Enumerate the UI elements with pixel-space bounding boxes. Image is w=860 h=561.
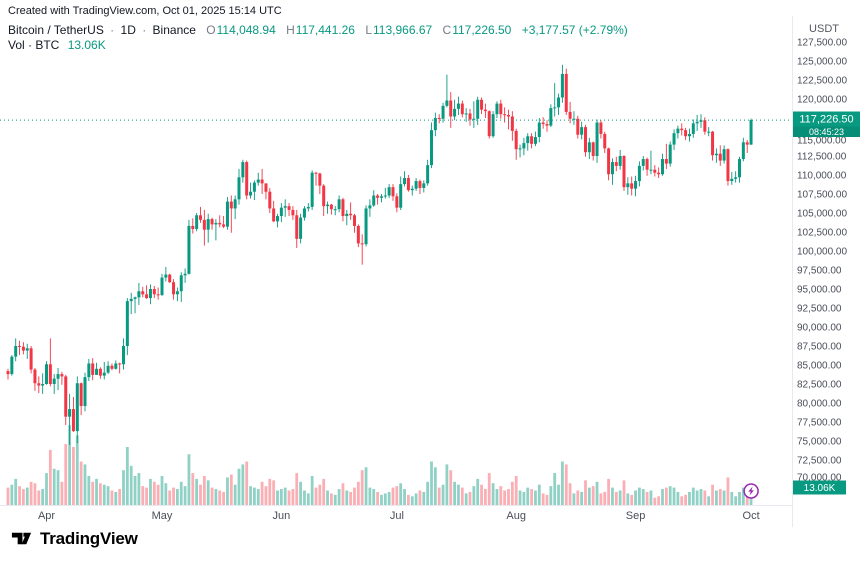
volume-value: 13.06K bbox=[67, 38, 106, 52]
price-tick-label: 102,500.00 bbox=[797, 228, 847, 239]
symbol-interval[interactable]: 1D bbox=[120, 23, 136, 37]
time-tick-label: Jul bbox=[390, 510, 404, 522]
symbol-legend: Bitcoin / TetherUS · 1D · Binance O114,0… bbox=[8, 23, 628, 37]
time-tick-label: May bbox=[152, 510, 173, 522]
volume-badge: 13.06K bbox=[793, 480, 846, 495]
price-tick-label: 82,500.00 bbox=[797, 380, 842, 391]
tradingview-logo-icon[interactable] bbox=[10, 527, 33, 550]
bar-countdown: 08:45:23 bbox=[809, 127, 844, 137]
attribution-text: Created with TradingView.com, Oct 01, 20… bbox=[8, 5, 282, 17]
price-tick-label: 77,500.00 bbox=[797, 418, 842, 429]
price-tick-label: 120,000.00 bbox=[797, 95, 847, 106]
price-tick-label: 95,000.00 bbox=[797, 285, 842, 296]
price-tick-label: 110,000.00 bbox=[797, 171, 847, 182]
close-label: C bbox=[442, 23, 452, 37]
price-tick-label: 75,000.00 bbox=[797, 437, 842, 448]
price-tick-label: 100,000.00 bbox=[797, 247, 847, 258]
price-tick-label: 85,000.00 bbox=[797, 361, 842, 372]
price-tick-label: 125,000.00 bbox=[797, 57, 847, 68]
price-axis[interactable]: 127,500.00 125,000.00 122,500.00 120,000.00… bbox=[797, 38, 847, 484]
last-price-value: 117,226.50 bbox=[799, 114, 853, 126]
price-tick-label: 112,500.00 bbox=[797, 152, 847, 163]
open-label: O bbox=[206, 23, 216, 37]
high-value: 117,441.26 bbox=[295, 23, 355, 37]
close-value: 117,226.50 bbox=[452, 23, 512, 37]
price-tick-label: 107,500.00 bbox=[797, 190, 847, 201]
open-value: 114,048.94 bbox=[216, 23, 276, 37]
time-tick-label: Aug bbox=[506, 510, 526, 522]
volume-badge-value: 13.06K bbox=[804, 483, 836, 494]
footer-branding[interactable]: TradingView bbox=[10, 527, 138, 550]
price-tick-label: 80,000.00 bbox=[797, 399, 842, 410]
volume-legend: Vol · BTC 13.06K bbox=[8, 38, 106, 52]
time-axis[interactable]: Apr May Jun Jul Aug Sep Oct bbox=[38, 510, 760, 522]
low-label: L bbox=[365, 23, 372, 37]
price-tick-label: 97,500.00 bbox=[797, 266, 842, 277]
price-tick-label: 92,500.00 bbox=[797, 304, 842, 315]
currency-label[interactable]: USDT bbox=[809, 23, 839, 35]
brand-wordmark[interactable]: TradingView bbox=[40, 528, 138, 548]
time-tick-label: Oct bbox=[743, 510, 760, 522]
price-tick-label: 87,500.00 bbox=[797, 342, 842, 353]
time-tick-label: Jun bbox=[273, 510, 291, 522]
high-label: H bbox=[286, 23, 295, 37]
price-tick-label: 90,000.00 bbox=[797, 323, 842, 334]
change-value: +3,177.57 (+2.79%) bbox=[521, 23, 628, 37]
price-tick-label: 105,000.00 bbox=[797, 209, 847, 220]
event-marker-icon[interactable] bbox=[743, 483, 759, 499]
legend-separator: · bbox=[110, 23, 115, 37]
price-tick-label: 70,000.00 bbox=[797, 473, 842, 484]
price-tick-label: 127,500.00 bbox=[797, 38, 847, 49]
price-tick-label: 115,000.00 bbox=[797, 136, 847, 147]
legend-separator: · bbox=[142, 23, 147, 37]
time-tick-label: Apr bbox=[38, 510, 55, 522]
low-value: 113,966.67 bbox=[373, 23, 433, 37]
symbol-exchange: Binance bbox=[152, 23, 196, 37]
volume-series bbox=[6, 425, 753, 505]
candlestick-series bbox=[6, 64, 753, 445]
symbol-title[interactable]: Bitcoin / TetherUS bbox=[8, 23, 104, 37]
price-tick-label: 122,500.00 bbox=[797, 76, 847, 87]
time-tick-label: Sep bbox=[626, 510, 646, 522]
price-tick-label: 72,500.00 bbox=[797, 456, 842, 467]
volume-label: Vol · BTC bbox=[8, 38, 60, 52]
